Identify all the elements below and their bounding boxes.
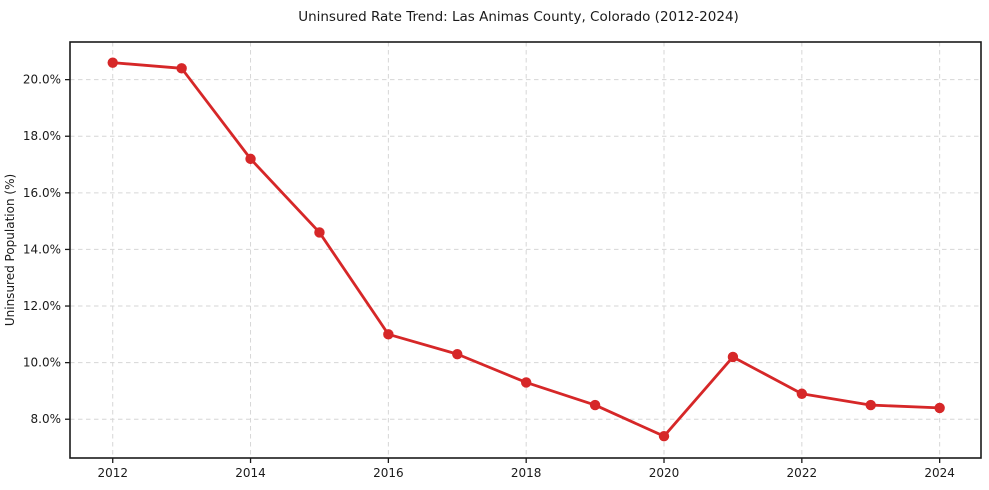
y-tick-label: 20.0% <box>23 73 61 87</box>
x-tick-label: 2016 <box>373 466 404 480</box>
tick-layer: 2012 2014 2016 2018 2020 2022 2024 8.0% 10.0% 12.… <box>23 73 955 480</box>
plot-border <box>69 41 982 459</box>
x-tick-label: 2024 <box>924 466 955 480</box>
data-point <box>176 63 187 74</box>
data-point <box>107 57 118 68</box>
data-point <box>314 227 325 238</box>
data-point <box>520 377 532 388</box>
y-tick-label: 8.0% <box>31 412 62 426</box>
x-tick-label: 2020 <box>649 466 680 480</box>
y-tick-label: 10.0% <box>23 356 61 370</box>
y-tick-label: 14.0% <box>23 242 61 256</box>
y-tick-label: 18.0% <box>23 129 61 143</box>
data-point <box>383 329 394 340</box>
data-point <box>727 351 739 363</box>
data-point <box>245 153 256 165</box>
chart-title: Uninsured Rate Trend: Las Animas County,… <box>298 9 739 25</box>
data-point <box>865 399 876 411</box>
y-tick-label: 16.0% <box>23 186 61 200</box>
series-layer <box>107 57 945 442</box>
y-tick-label: 12.0% <box>23 299 61 313</box>
data-point <box>934 402 945 414</box>
data-point <box>658 431 670 442</box>
data-point <box>589 399 601 411</box>
data-point <box>796 388 808 399</box>
data-point <box>452 348 463 360</box>
grid-layer <box>70 42 981 458</box>
x-tick-label: 2012 <box>97 466 128 480</box>
y-axis-label: Uninsured Population (%) <box>3 174 17 326</box>
x-tick-label: 2022 <box>787 466 818 480</box>
x-tick-label: 2018 <box>511 466 542 480</box>
x-tick-label: 2014 <box>235 466 266 480</box>
